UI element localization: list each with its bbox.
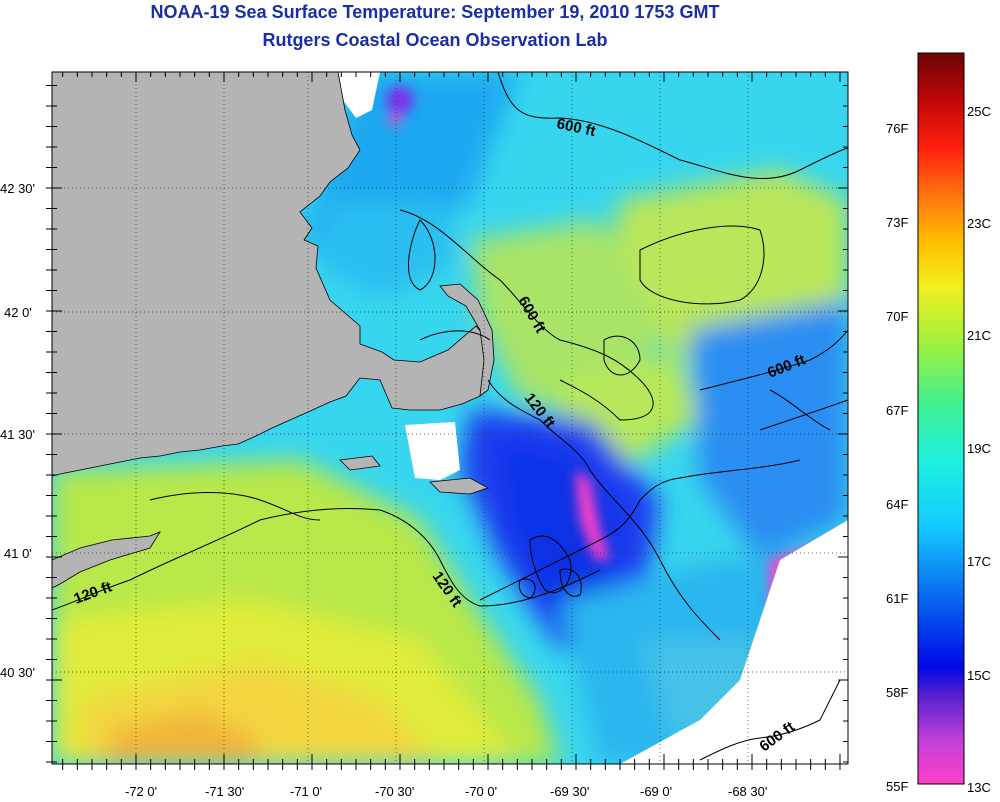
fahrenheit-label: 64F [886,497,908,512]
fahrenheit-label: 58F [886,685,908,700]
fahrenheit-label: 76F [886,121,908,136]
map-title: NOAA-19 Sea Surface Temperature: Septemb… [150,2,720,22]
lon-label: -72 0' [125,784,157,799]
bathymetry-contours [52,72,848,761]
lat-label: 41 30' [0,427,35,442]
fahrenheit-label: 73F [886,215,908,230]
colorbar-celsius-labels: 25C 23C 21C 19C 17C 15C 13C [967,104,991,795]
lon-label: -71 30' [205,784,244,799]
latitude-axis: 42 30' 42 0' 41 30' 41 0' 40 30' [0,181,35,680]
celsius-label: 15C [967,668,991,683]
celsius-label: 17C [967,554,991,569]
fahrenheit-label: 70F [886,309,908,324]
colorbar-fahrenheit-labels: 76F 73F 70F 67F 64F 61F 58F 55F [886,121,908,794]
lat-label: 42 30' [0,181,35,196]
lon-label: -69 0' [640,784,672,799]
lon-label: -70 30' [375,784,414,799]
lat-label: 42 0' [4,305,32,320]
fahrenheit-label: 55F [886,779,908,794]
colorbar-gradient [917,52,965,785]
lon-label: -68 30' [728,784,767,799]
fahrenheit-label: 67F [886,403,908,418]
celsius-label: 19C [967,441,991,456]
graticule [52,72,848,764]
fahrenheit-label: 61F [886,591,908,606]
celsius-label: 23C [967,216,991,231]
lat-label: 40 30' [0,665,35,680]
lat-label: 41 0' [4,546,32,561]
map-ticks [46,72,848,770]
celsius-label: 13C [967,780,991,795]
lon-label: -69 30' [550,784,589,799]
lon-label: -71 0' [290,784,322,799]
celsius-label: 21C [967,328,991,343]
map-subtitle: Rutgers Coastal Ocean Observation Lab [262,30,608,50]
celsius-label: 25C [967,104,991,119]
longitude-axis: -72 0' -71 30' -71 0' -70 30' -70 0' -69… [125,784,767,799]
map-panel: 600 ft 600 ft 600 ft 600 ft 120 ft 120 f… [52,72,848,764]
map-frame [51,71,849,765]
colorbar: 76F 73F 70F 67F 64F 61F 58F 55F 25C 23C … [886,52,991,795]
lon-label: -70 0' [465,784,497,799]
